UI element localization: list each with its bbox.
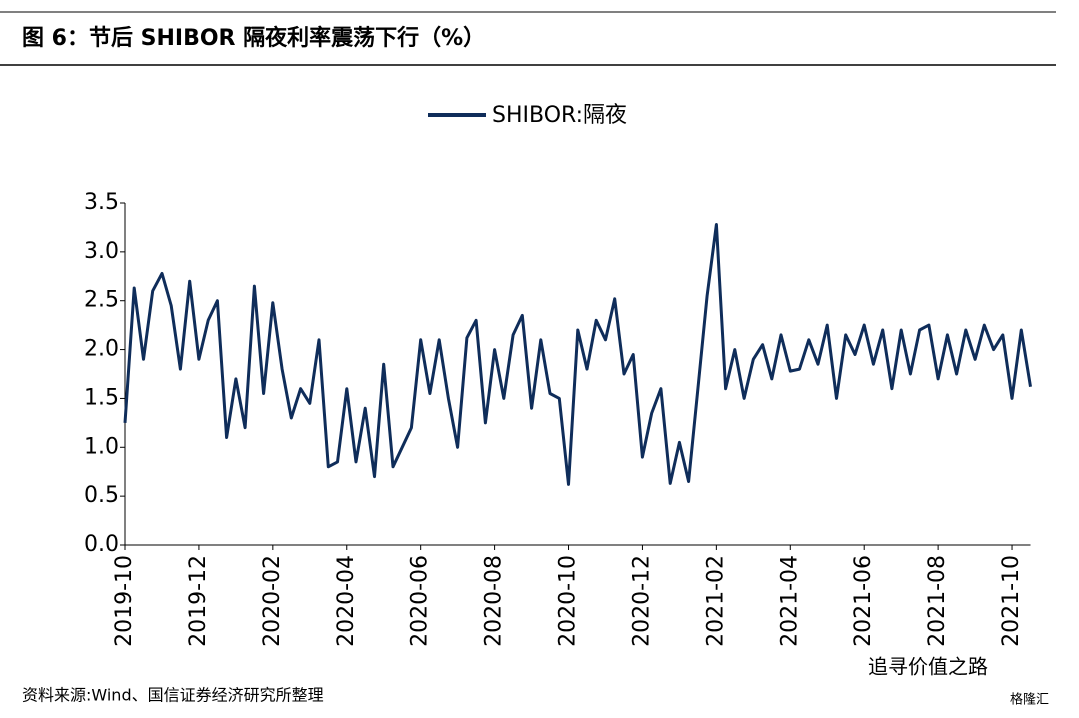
x-tick-label: 2021-10 — [999, 555, 1024, 647]
legend-label: SHIBOR:隔夜 — [492, 103, 627, 128]
x-tick-label: 2019-10 — [112, 555, 137, 647]
watermark: 追寻价值之路 — [868, 655, 988, 679]
source: 资料来源:Wind、国信证券经济研究所整理 — [22, 686, 324, 705]
x-tick-label: 2021-02 — [703, 555, 728, 647]
x-tick-label: 2020-08 — [482, 555, 507, 647]
y-tick-label: 3.5 — [84, 190, 119, 215]
chart-title: 图 6：节后 SHIBOR 隔夜利率震荡下行（%） — [22, 25, 485, 51]
y-tick-label: 1.5 — [84, 385, 119, 410]
x-tick-label: 2021-06 — [851, 555, 876, 647]
series-line — [123, 223, 1032, 486]
watermark-logo: 格隆汇 — [1010, 692, 1049, 708]
x-tick-label: 2020-12 — [629, 555, 654, 647]
x-tick-label: 2021-04 — [777, 555, 802, 647]
y-tick-label: 1.0 — [84, 434, 119, 459]
y-tick-label: 2.0 — [84, 337, 119, 362]
y-tick-label: 3.0 — [84, 239, 119, 264]
x-tick-label: 2020-02 — [260, 555, 285, 647]
x-tick-label: 2020-10 — [556, 555, 581, 647]
x-tick-label: 2021-08 — [925, 555, 950, 647]
y-tick-label: 0.5 — [84, 483, 119, 508]
x-tick-label: 2020-04 — [334, 555, 359, 647]
y-tick-label: 0.0 — [84, 532, 119, 557]
x-tick-label: 2020-06 — [408, 555, 433, 647]
y-tick-label: 2.5 — [84, 288, 119, 313]
x-tick-label: 2019-12 — [186, 555, 211, 647]
